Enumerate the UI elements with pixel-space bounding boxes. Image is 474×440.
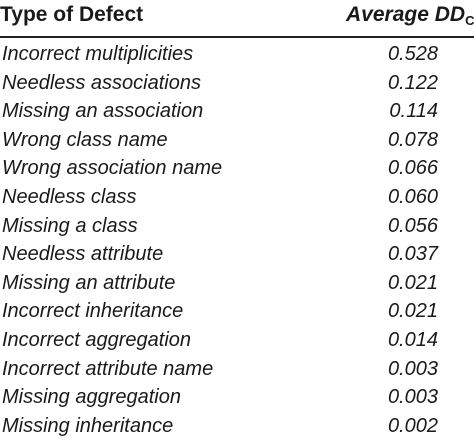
defect-type-cell: Missing an attribute (2, 271, 176, 294)
defect-type-cell: Needless associations (2, 71, 201, 94)
defect-type-cell: Missing a class (2, 214, 138, 237)
average-dd-cell: 0.122 (387, 71, 438, 94)
defect-type-cell: Wrong association name (2, 157, 223, 180)
average-dd-cell: 0.002 (387, 414, 438, 437)
header-rule (0, 36, 474, 38)
table-row: Wrong class name 0.078 (0, 126, 474, 155)
defect-type-cell: Missing inheritance (2, 414, 174, 437)
table-row: Incorrect attribute name 0.003 (0, 355, 474, 384)
average-dd-cell: 0.021 (387, 300, 438, 323)
average-dd-cell: 0.056 (387, 214, 438, 237)
table-row: Missing aggregation 0.003 (0, 383, 474, 412)
average-dd-header-subscript: C (465, 13, 474, 28)
table-row: Missing inheritance 0.002 (0, 412, 474, 440)
table-row: Needless class 0.060 (0, 183, 474, 212)
average-dd-cell: 0.003 (387, 357, 438, 380)
average-dd-cell: 0.014 (387, 328, 438, 351)
defect-type-cell: Incorrect multiplicities (2, 43, 194, 65)
average-dd-cell: 0.528 (387, 43, 438, 65)
average-dd-cell: 0.037 (387, 243, 438, 266)
average-dd-cell: 0.003 (387, 386, 438, 409)
table-row: Missing an attribute 0.021 (0, 269, 474, 298)
table-row: Missing an association 0.114 (0, 97, 474, 126)
defect-type-cell: Needless class (2, 185, 137, 208)
defect-type-cell: Wrong class name (2, 128, 168, 151)
defect-type-cell: Incorrect inheritance (2, 300, 184, 323)
average-dd-cell: 0.021 (387, 271, 438, 294)
table-header: Type of Defect Average DDC (0, 0, 474, 36)
type-of-defect-header: Type of Defect (0, 3, 144, 26)
average-dd-cell: 0.114 (389, 100, 438, 123)
table-row: Wrong association name 0.066 (0, 154, 474, 183)
table-body: Incorrect multiplicities 0.528 Needless … (0, 40, 474, 440)
defect-type-cell: Missing an association (2, 100, 204, 123)
average-dd-cell: 0.078 (387, 128, 438, 151)
defect-type-cell: Missing aggregation (2, 386, 181, 409)
average-dd-header-main: Average DD (346, 3, 466, 26)
table-row: Needless attribute 0.037 (0, 240, 474, 269)
average-dd-cell: 0.066 (387, 157, 438, 180)
table-row: Incorrect multiplicities 0.528 (0, 40, 474, 69)
table-row: Incorrect inheritance 0.021 (0, 297, 474, 326)
table-row: Incorrect aggregation 0.014 (0, 326, 474, 355)
defect-type-cell: Incorrect aggregation (2, 328, 192, 351)
average-dd-header: Average DDC (346, 3, 474, 28)
defect-type-cell: Needless attribute (2, 243, 164, 266)
table-row: Missing a class 0.056 (0, 212, 474, 241)
table-row: Needless associations 0.122 (0, 69, 474, 98)
average-dd-cell: 0.060 (387, 185, 438, 208)
defect-type-cell: Incorrect attribute name (2, 357, 214, 380)
